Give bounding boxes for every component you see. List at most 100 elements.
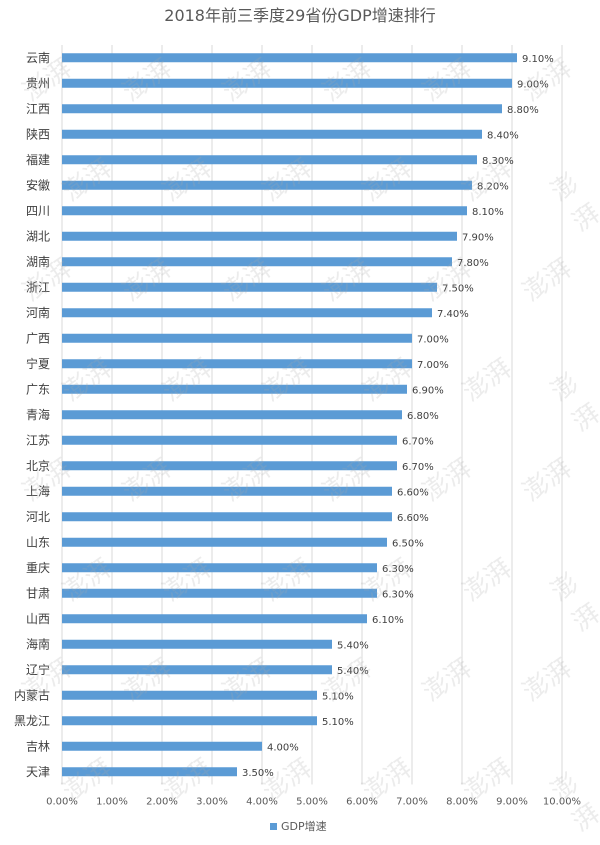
bar [62, 104, 502, 114]
y-category-label: 浙江 [26, 280, 50, 294]
y-category-label: 山西 [26, 612, 50, 626]
y-category-label: 江西 [26, 102, 50, 116]
bar [62, 716, 317, 726]
bar [62, 588, 377, 598]
legend-swatch [270, 823, 277, 830]
x-tick-label: 6.00% [346, 797, 378, 808]
bar-value-label: 6.30% [382, 564, 414, 575]
bar [62, 741, 262, 751]
bar-value-label: 5.40% [337, 640, 369, 651]
y-category-label: 湖南 [26, 254, 50, 269]
bar-value-label: 6.60% [397, 513, 429, 524]
x-tick-label: 3.00% [196, 797, 228, 808]
bar-value-label: 3.50% [242, 768, 274, 779]
bar-value-label: 8.40% [487, 130, 519, 141]
bar [62, 512, 392, 522]
bar [62, 384, 407, 394]
bar-value-label: 6.50% [392, 538, 424, 549]
bar [62, 767, 237, 777]
bar-value-label: 7.00% [417, 360, 449, 371]
bar-value-label: 7.80% [457, 258, 489, 269]
x-tick-label: 5.00% [296, 797, 328, 808]
y-category-label: 江苏 [26, 433, 50, 447]
bar-value-label: 6.30% [382, 589, 414, 600]
y-category-label: 广东 [26, 382, 50, 396]
bar [62, 155, 477, 165]
bar-value-label: 6.70% [402, 462, 434, 473]
bar [62, 614, 367, 624]
x-tick-label: 9.00% [496, 797, 528, 808]
y-category-label: 上海 [26, 483, 50, 498]
y-category-label: 天津 [26, 765, 50, 779]
bar [62, 410, 402, 420]
bar [62, 78, 512, 88]
bar [62, 690, 317, 700]
bar-value-label: 6.80% [407, 411, 439, 422]
y-category-label: 宁夏 [26, 356, 50, 371]
y-category-label: 云南 [26, 50, 50, 65]
bar [62, 486, 392, 496]
y-category-label: 黑龙江 [14, 714, 50, 728]
bar-value-label: 8.30% [482, 156, 514, 167]
x-tick-label: 7.00% [396, 797, 428, 808]
x-tick-label: 8.00% [446, 797, 478, 808]
x-tick-label: 4.00% [246, 797, 278, 808]
y-category-label: 重庆 [26, 561, 50, 575]
bar [62, 257, 452, 267]
y-category-label: 福建 [26, 152, 50, 167]
y-category-label: 四川 [26, 204, 50, 218]
legend-label: GDP增速 [281, 819, 327, 833]
bar-value-label: 6.60% [397, 487, 429, 498]
x-tick-label: 0.00% [46, 797, 78, 808]
bar-value-label: 6.90% [412, 385, 444, 396]
bar [62, 333, 412, 343]
y-category-label: 内蒙古 [14, 687, 50, 702]
bar-value-label: 5.10% [322, 691, 354, 702]
bar [62, 129, 482, 139]
y-category-label: 陕西 [26, 126, 50, 141]
bar [62, 231, 457, 241]
bar [62, 206, 467, 216]
bar-value-label: 7.50% [442, 283, 474, 294]
bar-value-label: 9.00% [517, 79, 549, 90]
bar [62, 282, 437, 292]
bar [62, 180, 472, 190]
bar-value-label: 7.40% [437, 309, 469, 320]
bar-value-label: 4.00% [267, 742, 299, 753]
bar [62, 461, 397, 471]
bar [62, 308, 432, 318]
y-category-label: 广西 [26, 331, 50, 345]
bar-value-label: 9.10% [522, 54, 554, 65]
y-category-label: 河南 [26, 305, 50, 320]
bar [62, 563, 377, 573]
chart-title: 2018年前三季度29省份GDP增速排行 [164, 6, 435, 25]
y-category-label: 山东 [26, 535, 50, 549]
y-category-label: 安徽 [26, 177, 50, 192]
y-category-label: 海南 [26, 636, 50, 651]
bar-value-label: 8.80% [507, 105, 539, 116]
y-category-label: 河北 [26, 510, 50, 524]
bar-value-label: 7.90% [462, 232, 494, 243]
bar [62, 53, 517, 63]
bar-value-label: 5.40% [337, 666, 369, 677]
y-category-label: 辽宁 [26, 662, 50, 677]
x-tick-label: 2.00% [146, 797, 178, 808]
bar [62, 359, 412, 369]
y-category-label: 贵州 [26, 76, 50, 90]
bar [62, 639, 332, 649]
y-category-label: 吉林 [26, 739, 50, 753]
y-category-label: 甘肃 [26, 586, 50, 600]
y-category-label: 北京 [26, 459, 50, 473]
bar-value-label: 6.70% [402, 436, 434, 447]
bar [62, 435, 397, 445]
x-tick-label: 10.00% [543, 797, 581, 808]
bar [62, 537, 387, 547]
bar-value-label: 6.10% [372, 615, 404, 626]
bar-value-label: 7.00% [417, 334, 449, 345]
y-category-label: 青海 [26, 407, 50, 422]
bar [62, 665, 332, 675]
x-tick-label: 1.00% [96, 797, 128, 808]
bar-value-label: 8.10% [472, 207, 504, 218]
